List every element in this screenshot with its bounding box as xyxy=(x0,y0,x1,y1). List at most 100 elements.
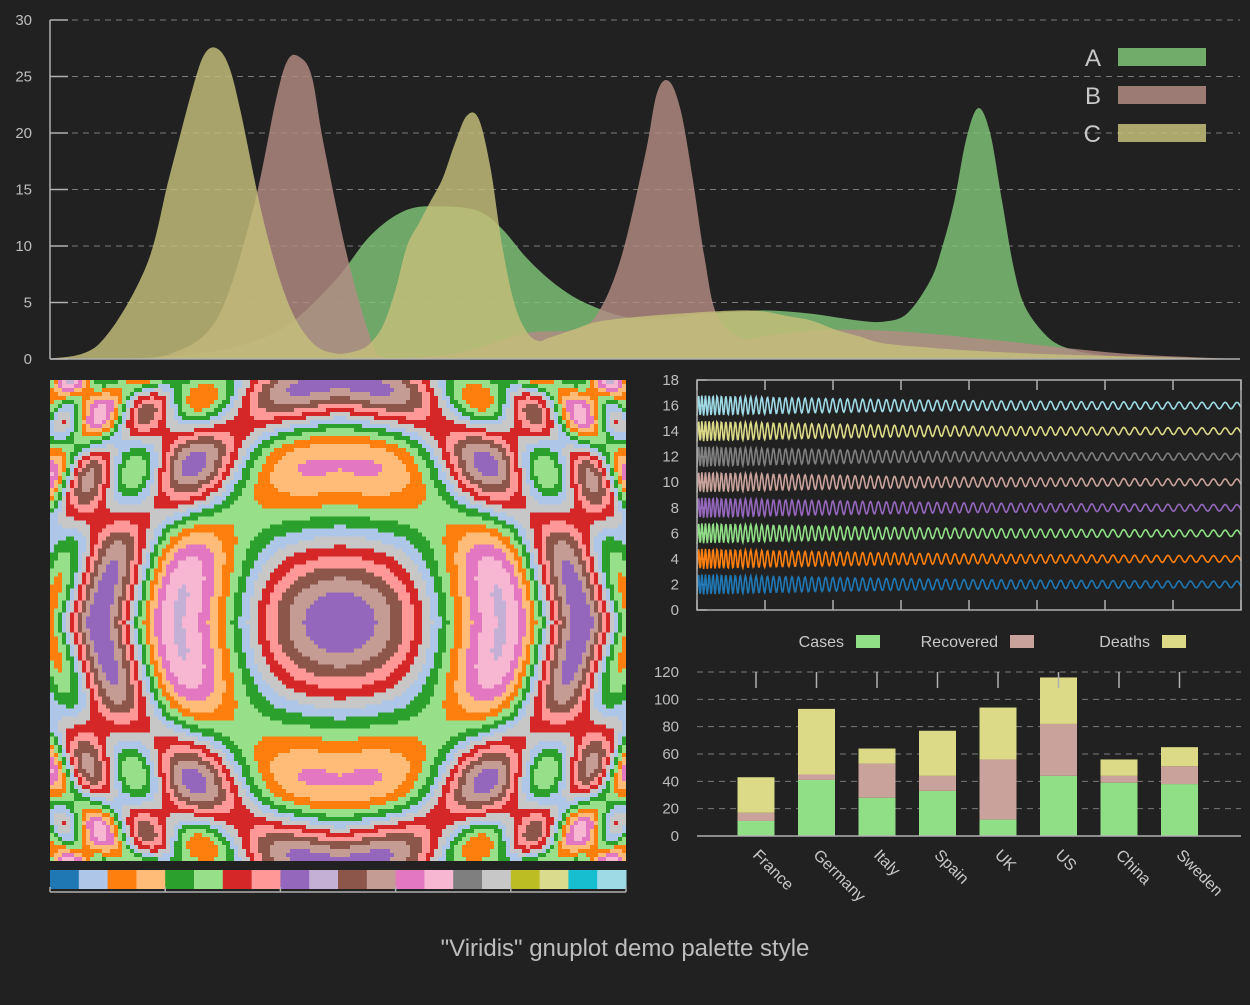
legend-swatch-cases xyxy=(856,635,880,648)
colorbar-swatch xyxy=(50,870,80,889)
bar-recovered xyxy=(1161,766,1198,785)
series-B-area xyxy=(50,54,1240,359)
colorbar-swatch xyxy=(78,870,109,889)
colorbar-swatch xyxy=(395,870,425,889)
colorbar-swatch xyxy=(194,870,224,889)
bar-cases xyxy=(737,820,775,836)
y-tick-label: 15 xyxy=(15,182,32,199)
legend-label-A: A xyxy=(1085,45,1101,72)
colorbar-swatch xyxy=(165,870,195,889)
colorbar-swatch xyxy=(482,870,512,889)
y-tick-label: 80 xyxy=(662,719,679,736)
colorbar-swatch xyxy=(597,870,627,889)
y-tick-label: 0 xyxy=(24,351,32,368)
x-tick-label: Sweden xyxy=(1173,847,1226,900)
bar-cases xyxy=(798,779,835,836)
bar-cases xyxy=(979,819,1017,836)
legend-swatch-B xyxy=(1118,86,1206,104)
colorbar-swatch xyxy=(539,870,569,889)
bar-deaths xyxy=(979,707,1017,760)
y-tick-label: 40 xyxy=(662,773,679,790)
bar-recovered xyxy=(737,812,775,821)
y-tick-label: 60 xyxy=(662,746,679,763)
bar-deaths xyxy=(1161,747,1198,767)
colorbar-swatch xyxy=(366,870,397,889)
plot-border xyxy=(696,379,1242,611)
legend-swatch-C xyxy=(1118,124,1206,142)
y-tick-label: 14 xyxy=(662,423,679,440)
legend-label-cases: Cases xyxy=(799,634,844,651)
x-tick-label: Germany xyxy=(810,847,869,906)
colorbar-swatch xyxy=(251,870,281,889)
heatmap-image xyxy=(50,380,626,861)
colorbar-swatch xyxy=(568,870,598,889)
y-tick-label: 5 xyxy=(24,295,32,312)
bar-recovered xyxy=(1040,723,1077,776)
y-tick-label: 25 xyxy=(15,69,32,86)
oscillation-chart: 0 2 4 6 8 10 12 14 16 18 xyxy=(662,372,1242,619)
bar-cases xyxy=(1100,782,1138,836)
series-line-4 xyxy=(696,547,1242,571)
series-line-16 xyxy=(696,393,1242,418)
legend-swatch-deaths xyxy=(1162,635,1186,648)
series-line-8 xyxy=(696,496,1242,520)
colorbar-swatch xyxy=(280,870,310,889)
legend-label-B: B xyxy=(1085,83,1101,110)
bar-recovered xyxy=(858,763,896,798)
x-tick-label: Italy xyxy=(870,847,903,880)
legend-swatch-recovered xyxy=(1010,635,1034,648)
y-tick-label: 0 xyxy=(671,602,679,619)
bar-deaths xyxy=(1100,759,1138,776)
series-C-area xyxy=(50,47,1240,360)
stacked-bar-chart: 0 20 40 60 80 100 120 France Germany Italy Spain UK… xyxy=(654,634,1241,905)
y-tick-label: 12 xyxy=(662,449,679,466)
heatmap-panel xyxy=(50,380,626,861)
x-tick-label: UK xyxy=(991,847,1019,875)
series-line-2 xyxy=(696,572,1242,597)
area-chart: 0 5 10 15 20 25 30 ABC xyxy=(15,12,1240,368)
y-tick-label: 18 xyxy=(662,372,679,389)
colorbar-swatch xyxy=(510,870,541,889)
colorbar-swatch xyxy=(309,870,339,889)
y-tick-label: 8 xyxy=(671,500,679,517)
colorbar-swatch xyxy=(136,870,166,889)
y-tick-label: 16 xyxy=(662,398,679,415)
bar-deaths xyxy=(919,730,956,776)
bar-deaths xyxy=(798,708,835,775)
legend-label-C: C xyxy=(1084,121,1101,148)
bar-cases xyxy=(1040,775,1077,836)
bar-cases xyxy=(1161,784,1198,836)
y-tick-label: 10 xyxy=(662,474,679,491)
y-tick-label: 6 xyxy=(671,525,679,542)
x-tick-label: US xyxy=(1052,847,1080,875)
legend-label-recovered: Recovered xyxy=(921,634,998,651)
bar-recovered xyxy=(919,775,956,791)
bar-deaths xyxy=(737,777,775,813)
bar-recovered xyxy=(979,759,1017,820)
figure-caption: "Viridis" gnuplot demo palette style xyxy=(440,935,810,962)
y-tick-label: 100 xyxy=(654,691,679,708)
y-tick-label: 20 xyxy=(15,125,32,142)
colorbar-swatch xyxy=(453,870,483,889)
legend-swatch-A xyxy=(1118,48,1206,66)
y-tick-label: 2 xyxy=(671,576,679,593)
series-line-6 xyxy=(696,521,1242,546)
x-tick-label: Spain xyxy=(931,847,972,888)
bar-deaths xyxy=(858,748,896,764)
y-tick-label: 10 xyxy=(15,238,32,255)
palette-colorbar xyxy=(49,870,627,893)
colorbar-swatch xyxy=(107,870,137,889)
bar-recovered xyxy=(798,774,835,780)
x-tick-label: China xyxy=(1112,847,1154,889)
series-line-12 xyxy=(696,444,1242,469)
series-line-14 xyxy=(696,419,1242,443)
y-tick-label: 0 xyxy=(671,828,679,845)
y-tick-label: 30 xyxy=(15,12,32,29)
series-line-10 xyxy=(696,470,1242,494)
bar-recovered xyxy=(1100,775,1138,783)
y-tick-label: 20 xyxy=(662,801,679,818)
y-tick-label: 120 xyxy=(654,664,679,681)
legend-label-deaths: Deaths xyxy=(1099,634,1150,651)
